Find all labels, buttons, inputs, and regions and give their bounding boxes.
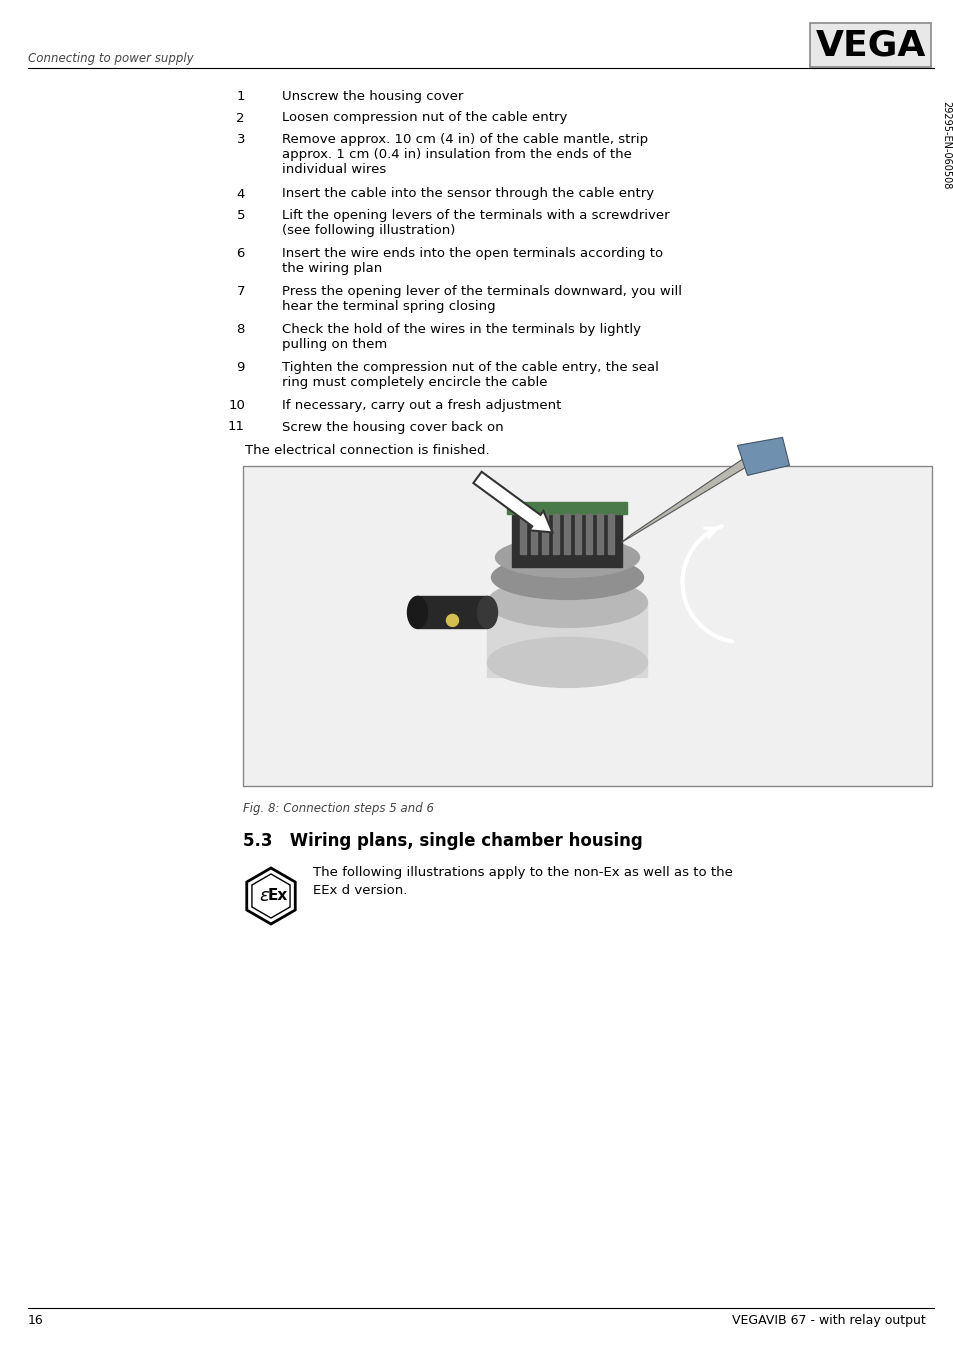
Text: The electrical connection is finished.: The electrical connection is finished. [245,443,489,457]
Bar [243,466,931,786]
Text: 6: 6 [236,247,245,260]
Text: 3: 3 [236,132,245,146]
Text: 29295-EN-060508: 29295-EN-060508 [940,101,950,189]
Bar [575,514,581,554]
Text: If necessary, carry out a fresh adjustment: If necessary, carry out a fresh adjustme… [282,399,560,412]
Text: Insert the wire ends into the open terminals according to
the wiring plan: Insert the wire ends into the open termi… [282,247,662,274]
Text: 10: 10 [228,399,245,412]
Text: Connecting to power supply: Connecting to power supply [28,51,193,65]
Bar [487,603,647,677]
Bar [597,514,603,554]
Text: Unscrew the housing cover: Unscrew the housing cover [282,91,463,103]
Bar [531,514,537,554]
Text: Check the hold of the wires in the terminals by lightly
pulling on them: Check the hold of the wires in the termi… [282,323,640,352]
Text: 16: 16 [28,1314,44,1328]
Bar [417,596,487,629]
Text: 9: 9 [236,361,245,375]
Polygon shape [737,438,789,476]
Text: ε: ε [259,887,269,904]
Bar [520,514,526,554]
Text: Remove approx. 10 cm (4 in) of the cable mantle, strip
approx. 1 cm (0.4 in) ins: Remove approx. 10 cm (4 in) of the cable… [282,132,647,176]
Ellipse shape [477,596,497,629]
Ellipse shape [495,537,639,577]
Text: 5: 5 [236,210,245,222]
Text: Lift the opening levers of the terminals with a screwdriver
(see following illus: Lift the opening levers of the terminals… [282,210,669,237]
Ellipse shape [487,577,647,627]
Text: Insert the cable into the sensor through the cable entry: Insert the cable into the sensor through… [282,188,654,200]
Text: Press the opening lever of the terminals downward, you will
hear the terminal sp: Press the opening lever of the terminals… [282,285,681,314]
Bar [542,514,548,554]
Text: Tighten the compression nut of the cable entry, the seal
ring must completely en: Tighten the compression nut of the cable… [282,361,659,389]
Bar [608,514,614,554]
Bar [553,514,558,554]
Text: 8: 8 [236,323,245,337]
Ellipse shape [487,637,647,687]
Bar [586,514,592,554]
Ellipse shape [491,556,643,599]
Text: The following illustrations apply to the non-Ex as well as to the: The following illustrations apply to the… [313,867,732,879]
Circle shape [446,614,458,626]
Bar [512,512,622,568]
Text: Screw the housing cover back on: Screw the housing cover back on [282,420,503,434]
Text: Ex: Ex [268,888,288,903]
Text: EEx d version.: EEx d version. [313,884,407,898]
Text: Fig. 8: Connection steps 5 and 6: Fig. 8: Connection steps 5 and 6 [243,802,434,815]
Polygon shape [252,873,290,918]
FancyArrow shape [473,472,552,533]
Text: 1: 1 [236,91,245,103]
Bar [564,514,570,554]
Text: VEGA: VEGA [815,28,925,62]
Text: VEGAVIB 67 - with relay output: VEGAVIB 67 - with relay output [732,1314,925,1328]
Text: 11: 11 [228,420,245,434]
Text: Loosen compression nut of the cable entry: Loosen compression nut of the cable entr… [282,111,567,124]
Ellipse shape [407,596,427,629]
Polygon shape [247,868,294,923]
Polygon shape [620,453,752,542]
Text: 4: 4 [236,188,245,200]
Text: 5.3   Wiring plans, single chamber housing: 5.3 Wiring plans, single chamber housing [243,831,642,850]
Text: 2: 2 [236,111,245,124]
Bar [507,503,627,514]
Text: 7: 7 [236,285,245,297]
